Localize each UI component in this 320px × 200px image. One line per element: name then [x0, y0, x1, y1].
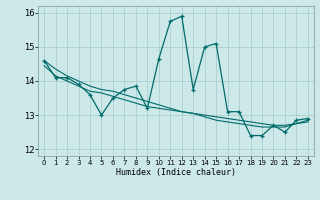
X-axis label: Humidex (Indice chaleur): Humidex (Indice chaleur) — [116, 168, 236, 177]
